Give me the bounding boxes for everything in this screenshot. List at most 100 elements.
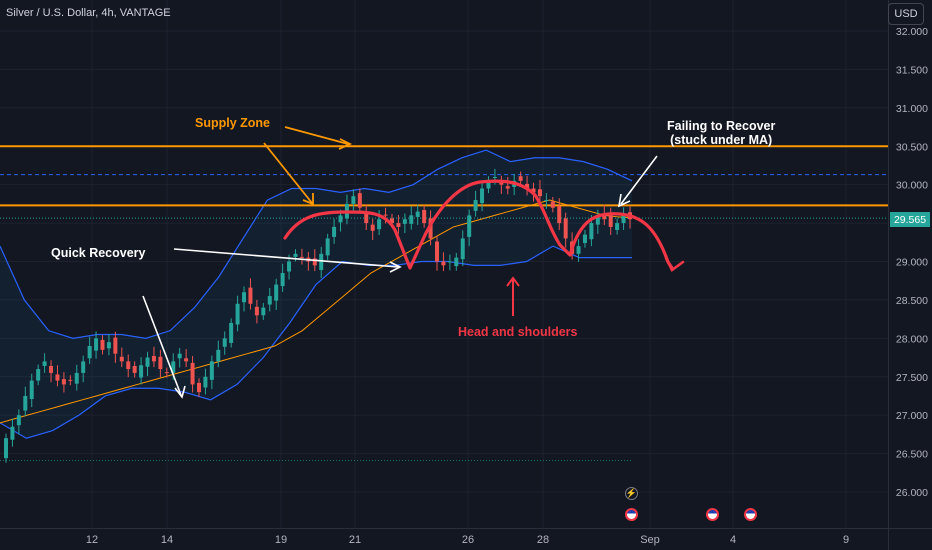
candle-body <box>94 338 99 351</box>
candle-body <box>396 223 401 227</box>
candle-body <box>139 365 144 378</box>
candle-body <box>16 415 21 426</box>
orange-arrow-right-head <box>338 138 353 150</box>
earnings-bolt-icon[interactable]: ⚡ <box>625 487 638 500</box>
candle-body <box>87 346 92 359</box>
candle-body <box>428 218 433 239</box>
bollinger-fill <box>0 150 632 439</box>
candle-body <box>119 356 124 362</box>
candle-body <box>357 193 362 208</box>
candle-body <box>132 365 137 373</box>
candle-body <box>280 273 285 287</box>
candle-body <box>36 369 41 381</box>
time-tick-label: 19 <box>275 534 287 546</box>
candle-body <box>68 379 73 381</box>
candle-body <box>621 215 626 224</box>
moving-average-line <box>0 199 633 424</box>
failing-arrow-head <box>617 193 631 208</box>
candle-body <box>209 361 214 380</box>
candle-body <box>216 349 221 362</box>
recovery-arrow-down-head <box>174 385 186 399</box>
candle-body <box>106 342 111 349</box>
candle-body <box>55 374 60 381</box>
time-tick-label: 28 <box>537 534 549 546</box>
time-tick-label: 9 <box>843 534 849 546</box>
candle-body <box>544 200 549 202</box>
candle-body <box>460 238 465 260</box>
candle-body <box>113 337 118 354</box>
failing-arrow <box>620 155 658 205</box>
time-tick-label: Sep <box>640 534 660 546</box>
candle-body <box>254 306 259 316</box>
candle-body <box>10 426 15 440</box>
head-and-shoulders-arrowhead <box>664 256 685 272</box>
bollinger-lower-band <box>0 245 632 439</box>
failing-line-1: Failing to Recover <box>667 119 776 133</box>
orange-arrow-down <box>263 142 313 204</box>
candle-body <box>49 365 54 373</box>
candle-body <box>222 338 227 347</box>
price-tick-label: 30.000 <box>896 180 928 192</box>
candle-body <box>229 322 234 343</box>
candle-body <box>145 357 150 367</box>
candle-body <box>480 188 485 204</box>
candle-body <box>287 261 292 272</box>
candle-body <box>74 372 79 384</box>
candle-body <box>235 303 240 325</box>
candle-body <box>531 188 536 193</box>
candle-body <box>151 356 156 362</box>
candle-body <box>261 307 266 316</box>
candle-body <box>615 223 620 230</box>
currency-button[interactable]: USD <box>888 3 924 25</box>
candle-body <box>473 200 478 211</box>
candle-body <box>505 186 510 189</box>
candle-body <box>299 256 304 258</box>
candle-body <box>61 379 66 385</box>
candle-body <box>171 361 176 373</box>
supply-zone-label: Supply Zone <box>195 116 270 130</box>
time-tick-label: 4 <box>730 534 736 546</box>
price-tick-label: 28.000 <box>896 333 928 345</box>
candle-body <box>312 258 317 266</box>
price-tick-label: 32.000 <box>896 26 928 38</box>
candle-body <box>557 206 562 224</box>
candle-body <box>589 223 594 240</box>
candle-body <box>332 226 337 237</box>
us-flag-icon[interactable] <box>744 508 757 521</box>
candle-body <box>325 238 330 256</box>
candle-body <box>293 253 298 257</box>
candle-body <box>242 292 247 303</box>
candle-body <box>415 211 420 217</box>
price-tick-label: 29.000 <box>896 257 928 269</box>
quick-recovery-arrow-head <box>389 261 402 273</box>
candle-body <box>486 180 491 189</box>
time-tick-label: 12 <box>86 534 98 546</box>
orange-arrow-down-head <box>302 193 314 206</box>
candle-body <box>608 214 613 227</box>
time-tick-label: 21 <box>349 534 361 546</box>
candle-body <box>274 284 279 301</box>
price-tick-label: 31.000 <box>896 103 928 115</box>
candle-body <box>248 287 253 304</box>
us-flag-icon[interactable] <box>625 508 638 521</box>
candle-body <box>203 376 208 388</box>
head-and-shoulders-label: Head and shoulders <box>458 325 578 339</box>
candle-body <box>525 183 530 189</box>
candle-body <box>454 257 459 267</box>
candle-body <box>319 253 324 270</box>
price-tick-label: 27.000 <box>896 410 928 422</box>
candle-body <box>518 176 523 181</box>
us-flag-icon[interactable] <box>706 508 719 521</box>
red-up-arrow-head <box>506 276 520 287</box>
candle-body <box>441 261 446 266</box>
candle-body <box>351 196 356 204</box>
candle-body <box>383 214 388 216</box>
candle-body <box>158 356 163 370</box>
time-tick-label: 14 <box>161 534 173 546</box>
candle-body <box>177 353 182 359</box>
symbol-title: Silver / U.S. Dollar, 4h, VANTAGE <box>6 7 171 19</box>
candle-body <box>422 210 427 224</box>
